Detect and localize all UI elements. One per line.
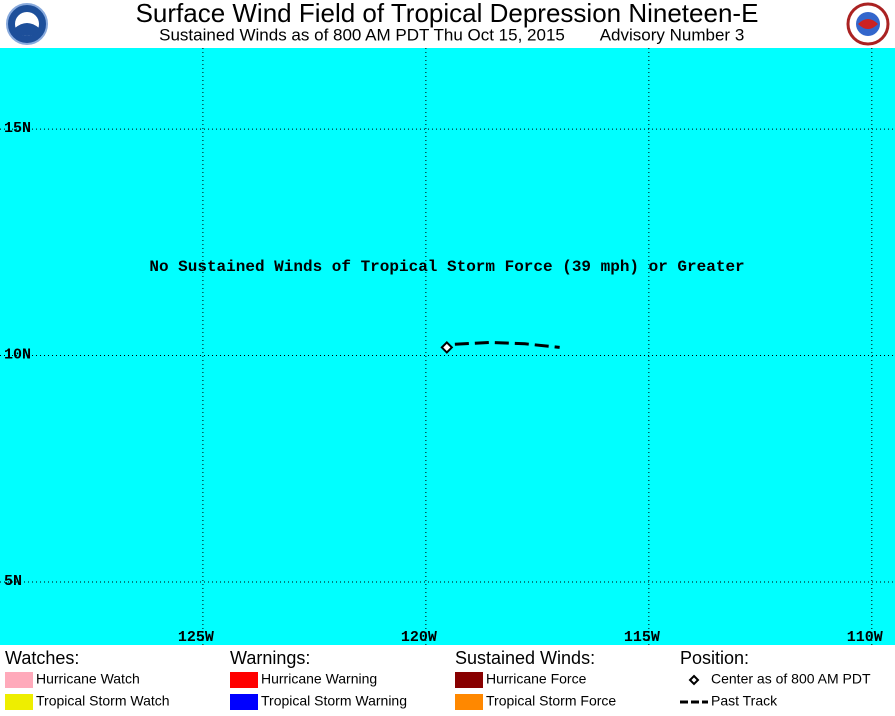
subtitle: Sustained Winds as of 800 AM PDT Thu Oct… xyxy=(159,25,565,44)
nws-logo xyxy=(846,2,890,46)
legend-diamond xyxy=(688,674,700,686)
legend-label: Tropical Storm Warning xyxy=(261,693,407,709)
lat-label: 10N xyxy=(4,347,31,364)
legend-label: Hurricane Warning xyxy=(261,671,377,687)
legend-label: Hurricane Watch xyxy=(36,671,140,687)
legend-swatch xyxy=(455,694,483,710)
noaa-logo xyxy=(6,3,48,45)
legend-group-title: Watches: xyxy=(5,648,79,668)
past-track xyxy=(454,340,560,349)
legend-swatch xyxy=(230,672,258,688)
legend-swatch xyxy=(5,672,33,688)
legend-label: Center as of 800 AM PDT xyxy=(711,671,871,687)
legend-swatch xyxy=(455,672,483,688)
advisory: Advisory Number 3 xyxy=(600,25,745,44)
legend-swatch xyxy=(5,694,33,710)
legend-label: Past Track xyxy=(711,693,778,709)
legend-group-title: Position: xyxy=(680,648,749,668)
lon-label: 125W xyxy=(178,629,214,646)
legend-group-title: Sustained Winds: xyxy=(455,648,595,668)
legend-swatch xyxy=(230,694,258,710)
lat-label: 5N xyxy=(4,573,22,590)
legend-label: Hurricane Force xyxy=(486,671,587,687)
lon-label: 110W xyxy=(847,629,883,646)
lon-label: 120W xyxy=(401,629,437,646)
lat-label: 15N xyxy=(4,120,31,137)
legend-group-title: Warnings: xyxy=(230,648,310,668)
legend-label: Tropical Storm Watch xyxy=(36,693,170,709)
lon-label: 115W xyxy=(624,629,660,646)
center-marker xyxy=(440,340,454,354)
legend-label: Tropical Storm Force xyxy=(486,693,616,709)
annotation: No Sustained Winds of Tropical Storm For… xyxy=(149,258,744,276)
title: Surface Wind Field of Tropical Depressio… xyxy=(136,0,759,28)
